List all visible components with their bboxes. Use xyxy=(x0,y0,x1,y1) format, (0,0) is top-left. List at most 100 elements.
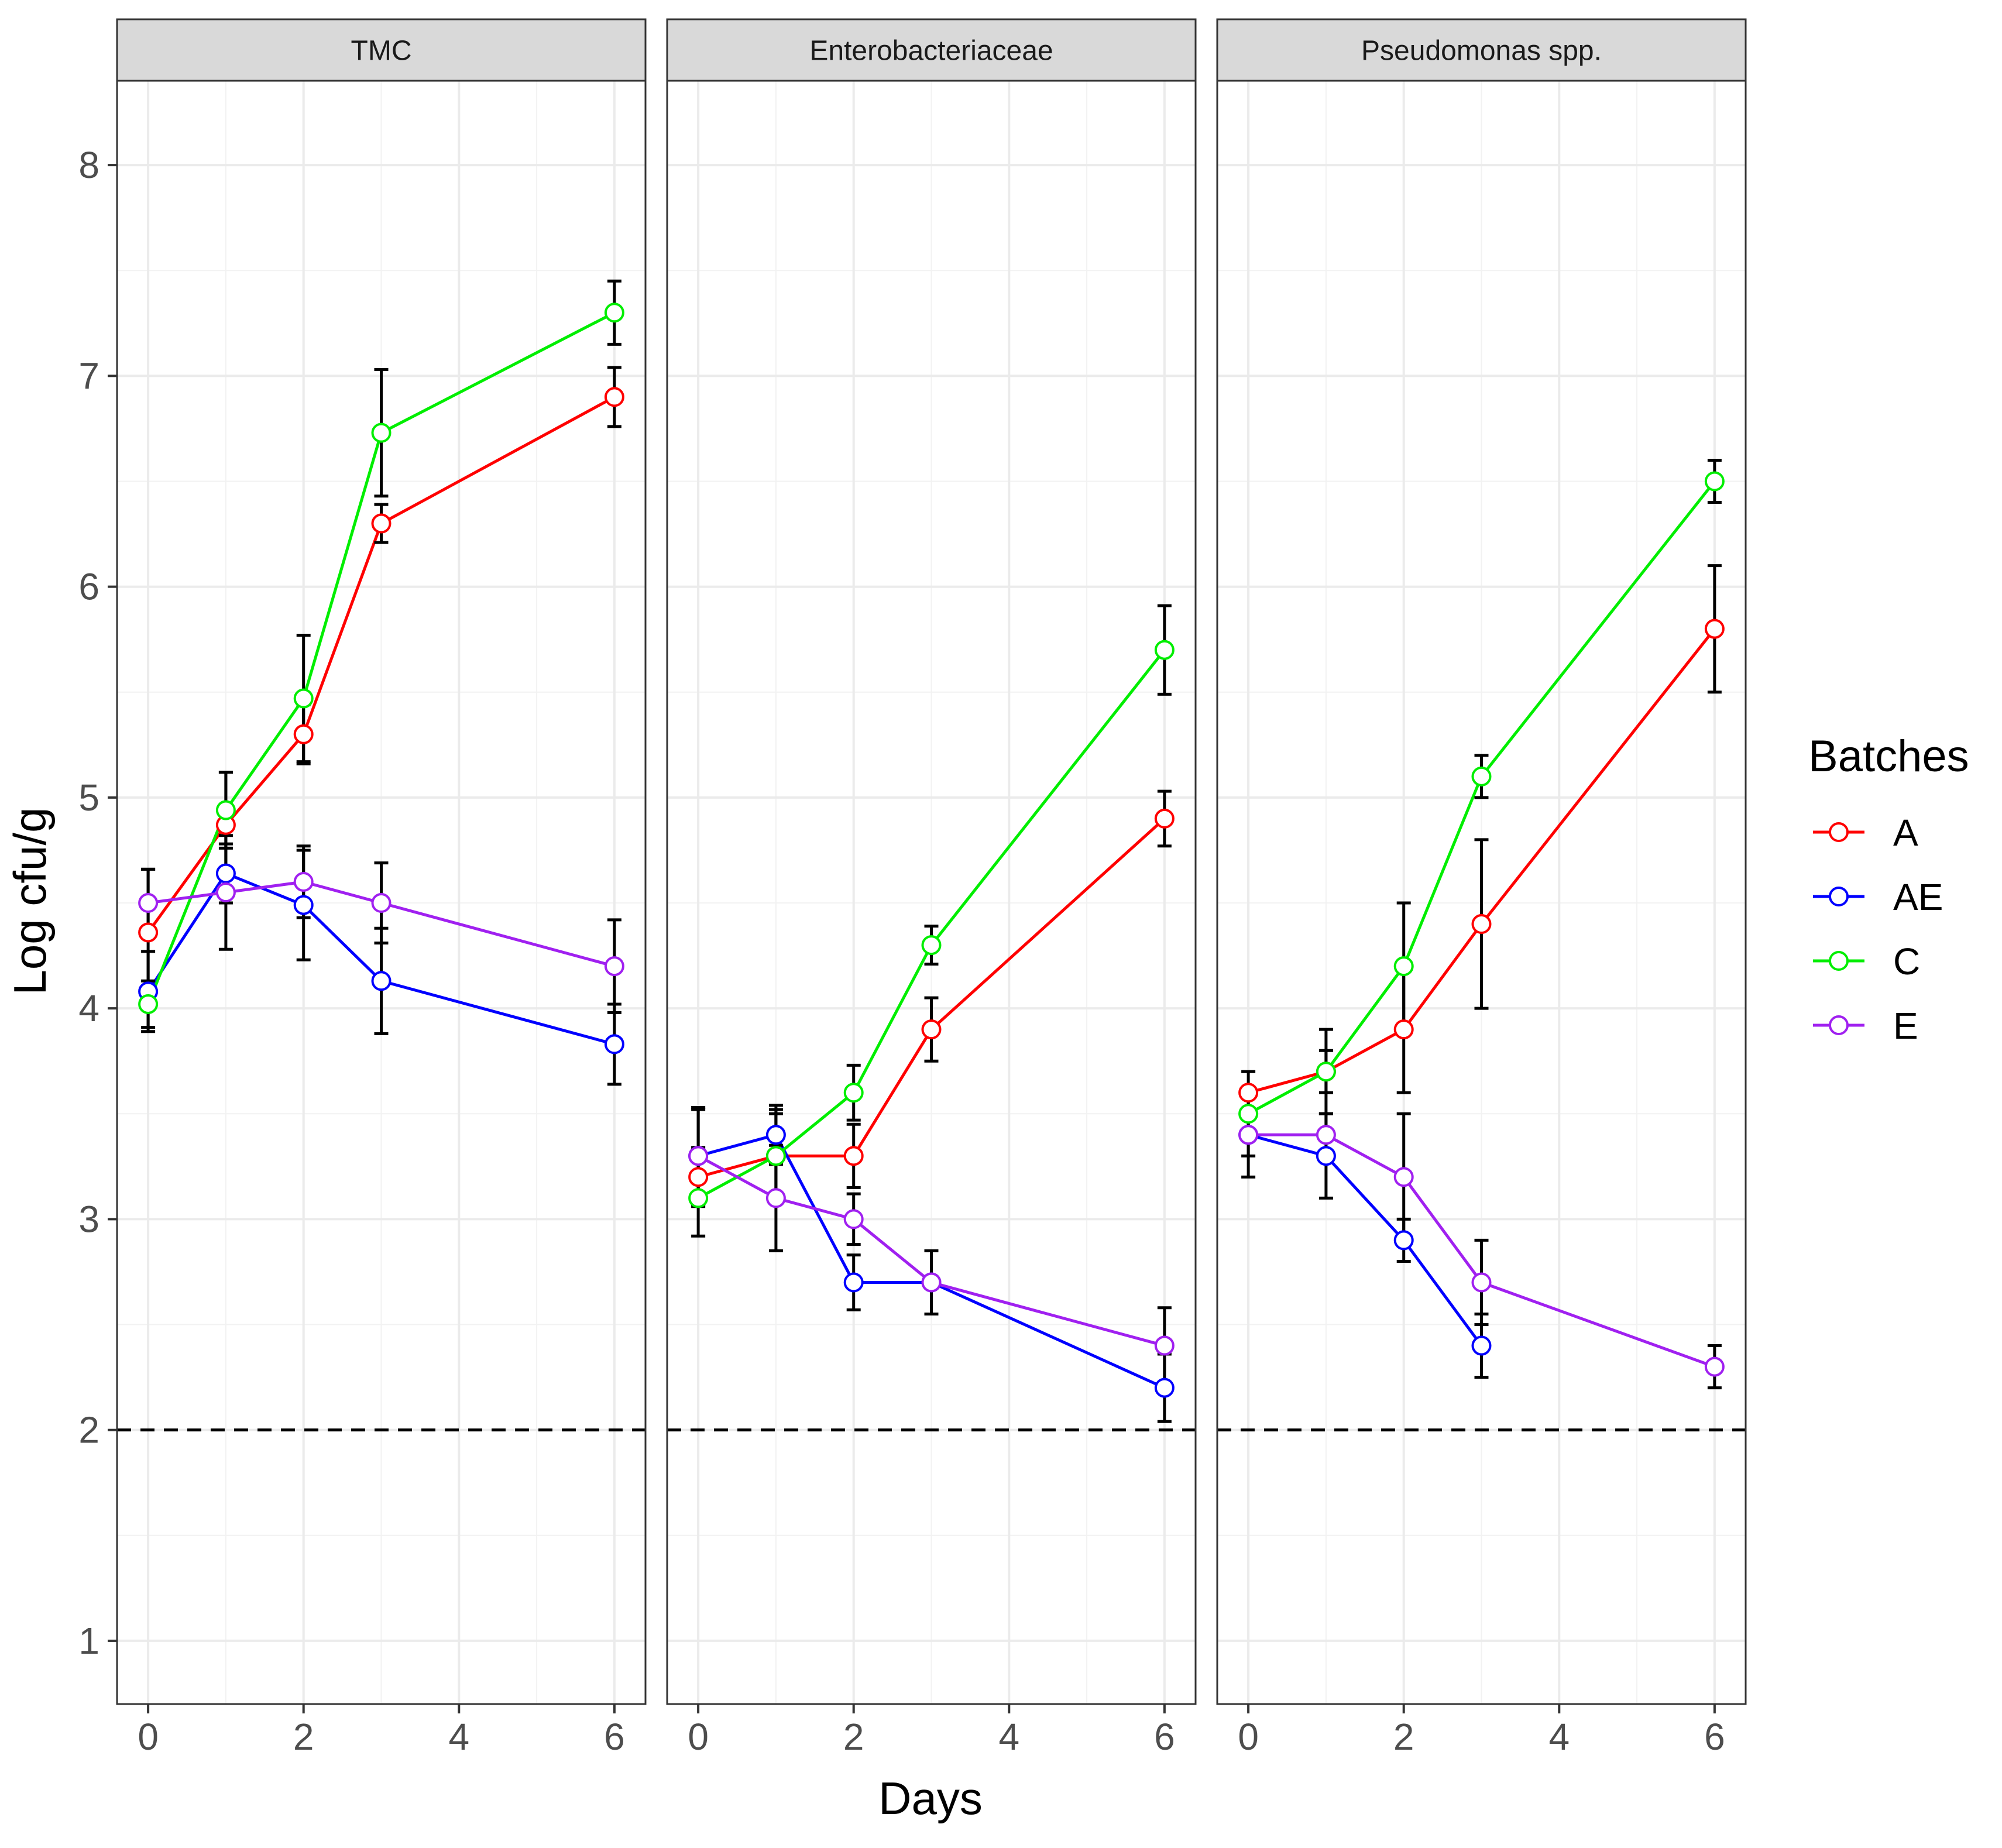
data-point-c xyxy=(604,303,624,323)
data-point-e xyxy=(921,1272,942,1293)
axes-layer: Log cfu/g Days xyxy=(4,808,983,1824)
x-tick-label: 4 xyxy=(1548,1716,1570,1758)
x-tick-label: 6 xyxy=(604,1716,625,1758)
y-tick-label: 4 xyxy=(78,987,99,1029)
panel-pseudomonas-spp: Pseudomonas spp. 0 2 4 6 xyxy=(1216,18,1747,1758)
data-point-e xyxy=(1238,1125,1259,1145)
data-point-c xyxy=(1471,766,1492,786)
data-point-ae xyxy=(1471,1335,1492,1356)
legend-item-c: C xyxy=(1813,940,1920,983)
data-point-c xyxy=(843,1083,864,1103)
data-point-a xyxy=(1238,1083,1259,1103)
legend-item-a: A xyxy=(1813,812,1918,854)
y-tick-label: 1 xyxy=(78,1620,99,1662)
data-point-a xyxy=(688,1167,709,1187)
data-point-a xyxy=(1154,808,1175,829)
data-point-e xyxy=(371,893,392,913)
y-tick-label: 7 xyxy=(78,355,99,397)
facet-title: Pseudomonas spp. xyxy=(1361,36,1602,67)
data-point-e xyxy=(1704,1356,1725,1377)
legend-label: A xyxy=(1893,812,1918,854)
y-tick-label: 8 xyxy=(78,144,99,186)
data-point-c xyxy=(1238,1104,1259,1124)
series-line-ae xyxy=(1248,1133,1483,1347)
x-tick-label: 4 xyxy=(998,1716,1019,1758)
data-point-a xyxy=(1704,619,1725,639)
facet-strip xyxy=(666,18,1197,82)
data-point-c xyxy=(1704,471,1725,492)
x-tick-label: 2 xyxy=(1393,1716,1414,1758)
panel-border xyxy=(116,80,647,1705)
data-point-c xyxy=(215,800,236,820)
data-point-e xyxy=(688,1146,709,1166)
y-axis-title: Log cfu/g xyxy=(4,808,56,995)
legend-key-point xyxy=(1829,951,1849,971)
x-tick-label: 4 xyxy=(448,1716,469,1758)
data-point-a xyxy=(604,387,624,407)
data-point-e xyxy=(1471,1272,1492,1293)
legend-item-e: E xyxy=(1813,1005,1918,1047)
x-tick-label: 0 xyxy=(1238,1716,1259,1758)
legend-item-ae: AE xyxy=(1813,876,1943,918)
x-axis-title: Days xyxy=(878,1773,983,1824)
data-point-a xyxy=(921,1019,942,1040)
data-point-ae xyxy=(215,863,236,884)
x-tick-label: 6 xyxy=(1154,1716,1175,1758)
data-point-c xyxy=(293,688,314,709)
data-point-c xyxy=(688,1188,709,1208)
legend-label: E xyxy=(1893,1005,1918,1047)
legend-key-point xyxy=(1829,822,1849,842)
data-point-ae xyxy=(293,895,314,915)
facet-strip xyxy=(1216,18,1747,82)
data-point-e xyxy=(765,1188,786,1208)
data-point-a xyxy=(1471,914,1492,935)
data-point-c xyxy=(1316,1062,1336,1082)
data-point-c xyxy=(1393,956,1414,977)
x-tick-label: 2 xyxy=(843,1716,864,1758)
data-point-ae xyxy=(1393,1230,1414,1251)
panel-enterobacteriaceae: Enterobacteriaceae 0 2 4 6 xyxy=(666,18,1197,1758)
data-point-c xyxy=(921,935,942,956)
data-point-c xyxy=(138,994,159,1014)
data-point-e xyxy=(604,956,624,977)
facet-strip xyxy=(116,18,647,82)
legend: Batches A AE CE xyxy=(1808,731,1969,1047)
y-tick-label: 6 xyxy=(78,566,99,608)
data-point-a xyxy=(293,724,314,744)
data-point-e xyxy=(843,1209,864,1229)
y-tick-label: 2 xyxy=(78,1409,99,1451)
legend-key-point xyxy=(1829,887,1849,906)
data-point-c xyxy=(371,423,392,443)
data-point-c xyxy=(1154,640,1175,660)
facet-title: Enterobacteriaceae xyxy=(809,36,1053,67)
data-point-e xyxy=(215,882,236,902)
data-point-c xyxy=(765,1146,786,1166)
panel-border xyxy=(1216,80,1747,1705)
data-point-a xyxy=(1393,1019,1414,1040)
legend-key-point xyxy=(1829,1015,1849,1035)
data-point-e xyxy=(138,893,159,913)
panel-border xyxy=(666,80,1197,1705)
data-point-ae xyxy=(604,1034,624,1054)
data-point-a xyxy=(843,1146,864,1166)
data-point-e xyxy=(1393,1167,1414,1187)
data-point-ae xyxy=(765,1125,786,1145)
x-tick-label: 6 xyxy=(1704,1716,1725,1758)
data-point-ae xyxy=(371,971,392,991)
data-point-ae xyxy=(1154,1378,1175,1398)
data-point-e xyxy=(293,871,314,892)
legend-label: AE xyxy=(1893,876,1943,918)
legend-label: C xyxy=(1893,940,1920,983)
y-tick-label: 3 xyxy=(78,1198,99,1240)
y-tick-label: 5 xyxy=(78,777,99,819)
data-point-ae xyxy=(1316,1146,1336,1166)
data-point-e xyxy=(1316,1125,1336,1145)
data-point-a xyxy=(371,513,392,534)
panel-tmc: TMC 0 2 4 6 1 2 3 4 5 6 7 8 xyxy=(78,18,647,1758)
data-point-e xyxy=(1154,1335,1175,1356)
x-tick-label: 2 xyxy=(293,1716,314,1758)
data-point-ae xyxy=(843,1272,864,1293)
facet-title: TMC xyxy=(351,36,412,67)
